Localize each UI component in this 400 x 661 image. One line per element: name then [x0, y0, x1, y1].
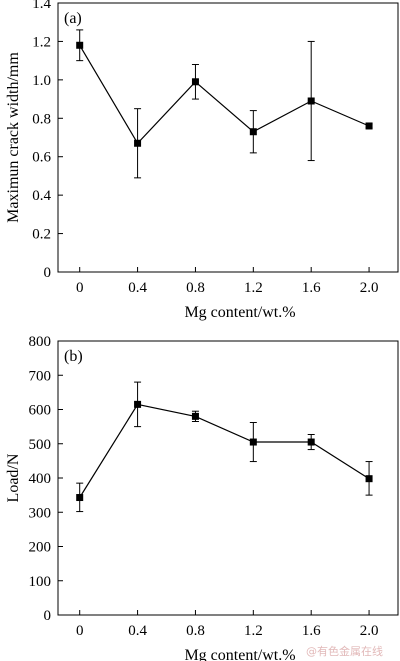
y-tick-label: 0.2	[32, 227, 51, 243]
y-tick-label: 300	[29, 505, 52, 521]
y-tick-label: 0	[44, 608, 52, 624]
y-tick-label: 1.2	[32, 34, 51, 50]
x-tick-label: 0.8	[186, 280, 205, 296]
y-tick-label: 0	[44, 265, 52, 281]
y-tick-label: 200	[29, 540, 52, 556]
y-tick-label: 500	[29, 437, 52, 453]
y-tick-label: 0.6	[32, 150, 51, 166]
y-tick-label: 1.4	[32, 0, 51, 12]
series-line	[79, 403, 370, 498]
y-tick-label: 700	[29, 368, 52, 384]
x-tick-label: 1.6	[302, 280, 321, 296]
data-point	[76, 41, 84, 49]
series-line	[79, 44, 370, 145]
data-point	[249, 128, 257, 136]
panel-a: 0 0.2 0.4 0.6 0.8 1.0 1.2 1.4 0 0.4 0.8 1.2 1.6 2.0 Mg…	[5, 0, 399, 321]
y-tick-label: 1.0	[32, 73, 51, 89]
data-point	[191, 78, 199, 86]
data-point	[249, 438, 257, 446]
x-tick-label: 1.2	[244, 623, 263, 639]
x-axis-title: Mg content/wt.%	[184, 647, 295, 661]
plot-frame	[57, 2, 399, 273]
y-axis-title: Load/N	[5, 453, 22, 502]
x-tick-label: 0.4	[128, 280, 147, 296]
y-tick-label: 800	[29, 334, 52, 350]
x-tick-label: 0	[76, 280, 84, 296]
plot-frame	[57, 340, 399, 616]
x-tick-label: 2.0	[360, 623, 379, 639]
data-point	[365, 475, 373, 483]
y-tick-label: 100	[29, 574, 52, 590]
panel-label: (a)	[64, 10, 82, 27]
data-point	[307, 97, 315, 105]
x-tick-label: 2.0	[360, 280, 379, 296]
data-point	[191, 412, 199, 420]
data-point	[76, 494, 84, 502]
data-point	[134, 139, 142, 147]
watermark: @有色金属在线	[306, 644, 383, 658]
panel-label: (b)	[64, 348, 83, 365]
x-axis-title: Mg content/wt.%	[184, 304, 295, 321]
data-point	[134, 400, 142, 408]
y-tick-label: 0.8	[32, 111, 51, 127]
x-tick-label: 1.2	[244, 280, 263, 296]
x-tick-label: 0.8	[186, 623, 205, 639]
data-point	[365, 122, 373, 130]
x-tick-label: 1.6	[302, 623, 321, 639]
y-tick-label: 600	[29, 403, 52, 419]
y-axis-title: Maximun crack width/mm	[5, 52, 22, 223]
x-tick-label: 0	[76, 623, 84, 639]
x-tick-label: 0.4	[128, 623, 147, 639]
y-tick-label: 400	[29, 471, 52, 487]
y-tick-label: 0.4	[32, 188, 51, 204]
data-point	[307, 438, 315, 446]
panel-b: 0 100 200 300 400 500 600 700 800 0 0.4 0.8 1.2 1.6 2.…	[5, 334, 399, 661]
